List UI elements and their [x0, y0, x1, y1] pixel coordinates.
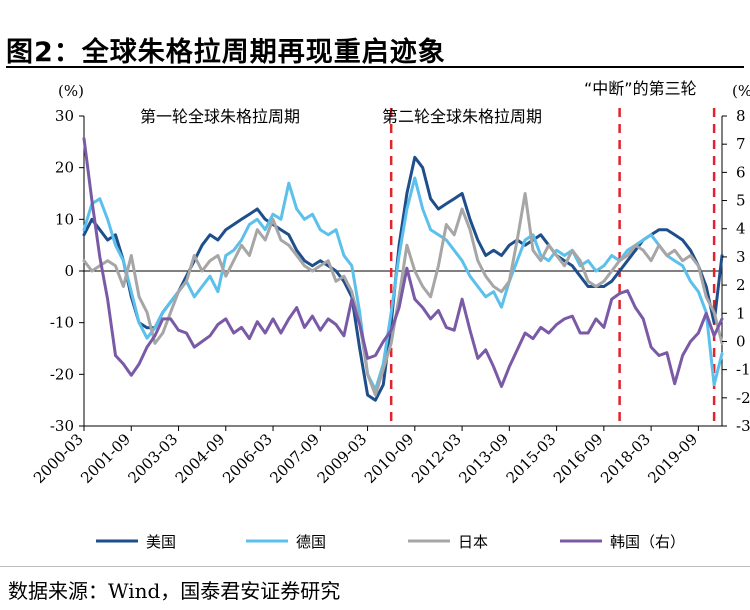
series-line — [82, 192, 724, 397]
x-tick-label: 2004-09 — [172, 430, 229, 487]
right-unit-label: (%) — [732, 82, 750, 100]
cycle-annotation: 第二轮全球朱格拉周期 — [382, 107, 542, 126]
figure-title: 图2：全球朱格拉周期再现重启迹象 — [6, 37, 446, 68]
title-underline — [6, 66, 744, 68]
x-tick-label: 2019-09 — [644, 430, 701, 487]
x-tick-label: 2006-03 — [219, 430, 276, 487]
annotations: 第一轮全球朱格拉周期 第二轮全球朱格拉周期 “中断”的第三轮 — [140, 79, 697, 126]
x-tick-label: 2013-09 — [455, 430, 512, 487]
left-tick-label: -20 — [50, 365, 74, 383]
right-tick-label: -2 — [736, 389, 750, 407]
right-tick-label: 4 — [736, 220, 746, 238]
x-tick-label: 2001-09 — [77, 430, 134, 487]
left-unit-label: (%) — [58, 82, 84, 100]
right-tick-label: -1 — [736, 361, 750, 379]
x-tick-label: 2003-03 — [125, 430, 182, 487]
legend-label: 德国 — [296, 533, 326, 551]
left-tick-label: -10 — [50, 314, 74, 332]
legend: 美国 德国 日本 韩国（右） — [96, 533, 685, 551]
source-divider — [0, 566, 750, 567]
x-tick-label: 2010-09 — [361, 430, 418, 487]
right-tick-label: 0 — [736, 332, 746, 350]
right-tick-label: 7 — [736, 135, 746, 153]
x-tick-label: 2018-03 — [597, 430, 654, 487]
right-tick-label: 3 — [736, 248, 746, 266]
right-tick-label: -3 — [736, 417, 750, 435]
right-tick-label: 6 — [736, 163, 746, 181]
x-tick-label: 2007-09 — [266, 430, 323, 487]
right-tick-label: 5 — [736, 192, 746, 210]
series-layer — [82, 137, 724, 402]
left-tick-label: 30 — [55, 107, 74, 125]
right-tick-label: 2 — [736, 276, 746, 294]
source-note: 数据来源：Wind，国泰君安证券研究 — [8, 579, 341, 603]
series-line — [82, 137, 724, 388]
cycle-dividers — [389, 108, 716, 426]
legend-label: 韩国（右） — [610, 533, 685, 551]
x-tick-label: 2015-03 — [503, 430, 560, 487]
x-tick-label: 2000-03 — [30, 430, 87, 487]
left-tick-label: 0 — [64, 262, 74, 280]
series-line — [82, 176, 724, 392]
left-tick-label: -30 — [50, 417, 74, 435]
cycle-annotation: “中断”的第三轮 — [584, 79, 697, 98]
right-tick-label: 8 — [736, 107, 746, 125]
cycle-annotation: 第一轮全球朱格拉周期 — [140, 107, 300, 126]
left-tick-label: 20 — [55, 159, 74, 177]
legend-label: 美国 — [146, 533, 176, 551]
x-tick-label: 2012-03 — [408, 430, 465, 487]
right-tick-label: 1 — [736, 304, 746, 322]
legend-label: 日本 — [458, 533, 488, 551]
left-tick-label: 10 — [55, 210, 74, 228]
x-tick-label: 2009-03 — [314, 430, 371, 487]
x-tick-label: 2016-09 — [550, 430, 607, 487]
